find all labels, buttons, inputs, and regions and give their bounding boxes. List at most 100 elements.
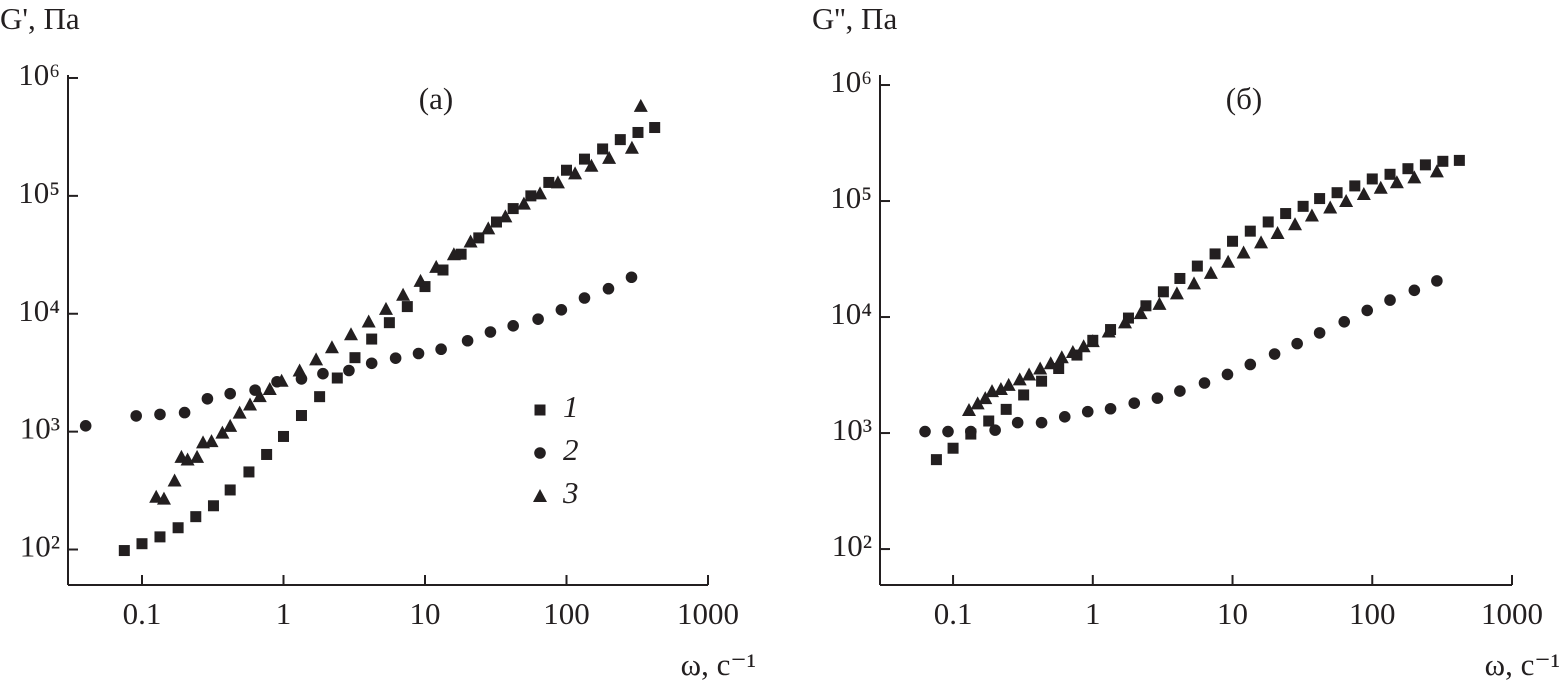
triangle-marker: [156, 491, 171, 505]
circle-marker: [1408, 284, 1421, 297]
square-marker: [1402, 163, 1414, 175]
square-marker: [1244, 225, 1256, 237]
triangle-marker: [516, 196, 531, 210]
triangle-marker: [1076, 339, 1091, 353]
y-axis-label: G', Па: [0, 1, 80, 36]
x-tick-label: 1: [1085, 596, 1101, 631]
square-marker: [983, 415, 995, 427]
circle-marker: [1011, 416, 1024, 429]
triangle-marker: [429, 259, 444, 273]
triangle-marker: [190, 449, 205, 463]
square-marker: [525, 190, 537, 202]
y-tick-label: 10⁴: [830, 296, 872, 331]
circle-marker: [412, 347, 425, 360]
triangle-marker: [1288, 217, 1303, 231]
circle-marker: [178, 406, 191, 419]
triangle-marker: [1221, 254, 1236, 268]
triangle-marker: [602, 150, 617, 164]
circle-marker: [1361, 304, 1374, 317]
circle-marker: [1081, 405, 1094, 418]
square-marker: [295, 410, 307, 422]
square-marker: [455, 248, 467, 260]
y-tick-label: 10³: [832, 412, 872, 447]
square-marker: [1331, 187, 1343, 199]
square-marker: [277, 430, 289, 442]
circle-marker: [365, 357, 378, 370]
circle-marker: [1291, 337, 1303, 350]
square-marker: [1280, 208, 1292, 220]
square-marker: [1314, 193, 1326, 205]
triangle-marker: [961, 403, 976, 417]
triangle-marker: [481, 221, 496, 235]
triangle-marker: [1373, 180, 1388, 194]
triangle-marker: [204, 434, 219, 448]
square-marker: [1157, 286, 1169, 298]
triangle-marker: [1022, 367, 1037, 381]
square-marker: [383, 317, 395, 329]
x-tick-label: 1000: [677, 596, 739, 631]
triangle-marker: [1085, 334, 1100, 348]
triangle-marker: [223, 418, 238, 432]
circle-marker: [555, 304, 568, 316]
square-marker: [1122, 312, 1134, 324]
square-marker: [172, 522, 184, 534]
triangle-marker: [624, 140, 639, 154]
triangle-marker: [1054, 350, 1069, 364]
triangle-marker: [292, 363, 307, 377]
square-marker: [261, 448, 273, 460]
circle-marker: [1058, 411, 1071, 423]
x-tick-label: 10: [409, 596, 440, 631]
circle-marker: [532, 313, 544, 325]
triangle-marker: [1065, 344, 1080, 358]
square-marker: [154, 531, 166, 543]
square-marker: [1384, 168, 1396, 180]
x-tick-label: 100: [543, 596, 590, 631]
circle-marker: [602, 282, 615, 295]
y-tick-label: 10²: [832, 528, 872, 563]
circle-marker: [435, 343, 447, 356]
circle-marker: [1035, 416, 1048, 429]
square-marker: [314, 391, 326, 403]
square-marker: [207, 500, 219, 512]
triangle-marker: [1043, 356, 1058, 370]
triangle-marker: [1407, 170, 1422, 184]
triangle-marker: [378, 301, 393, 315]
square-marker: [366, 333, 378, 345]
y-tick-label: 10⁵: [18, 175, 60, 210]
triangle-marker: [550, 175, 565, 189]
circle-marker: [1268, 348, 1281, 360]
x-tick-label: 0.1: [123, 596, 162, 631]
circle-marker: [224, 387, 236, 400]
triangle-marker: [1254, 235, 1269, 249]
triangle-marker: [324, 340, 339, 354]
triangle-marker: [344, 327, 359, 341]
triangle-marker: [1323, 200, 1338, 214]
circle-marker: [154, 408, 166, 421]
y-tick-label: 10⁶: [18, 57, 60, 92]
triangle-marker: [413, 273, 428, 287]
triangle-marker: [1012, 372, 1027, 386]
circle-marker: [1244, 358, 1257, 371]
legend-marker: [534, 404, 546, 416]
circle-marker: [130, 410, 142, 422]
circle-marker: [484, 326, 497, 338]
square-marker: [437, 264, 449, 276]
circle-marker: [919, 425, 931, 438]
square-marker: [632, 126, 644, 138]
circle-marker: [1128, 397, 1141, 409]
square-marker: [473, 232, 485, 244]
square-marker: [118, 545, 130, 557]
triangle-marker: [149, 489, 164, 503]
y-tick-label: 10²: [20, 529, 60, 564]
triangle-marker: [232, 405, 247, 419]
square-marker: [1453, 154, 1465, 166]
square-marker: [136, 538, 148, 550]
triangle-marker: [262, 381, 277, 395]
triangle-marker: [243, 397, 258, 411]
legend-marker: [533, 489, 547, 502]
triangle-marker: [361, 314, 376, 328]
triangle-marker: [1339, 194, 1354, 208]
legend-label: 3: [562, 475, 579, 510]
y-tick-label: 10³: [20, 411, 60, 446]
triangle-marker: [1203, 265, 1218, 279]
